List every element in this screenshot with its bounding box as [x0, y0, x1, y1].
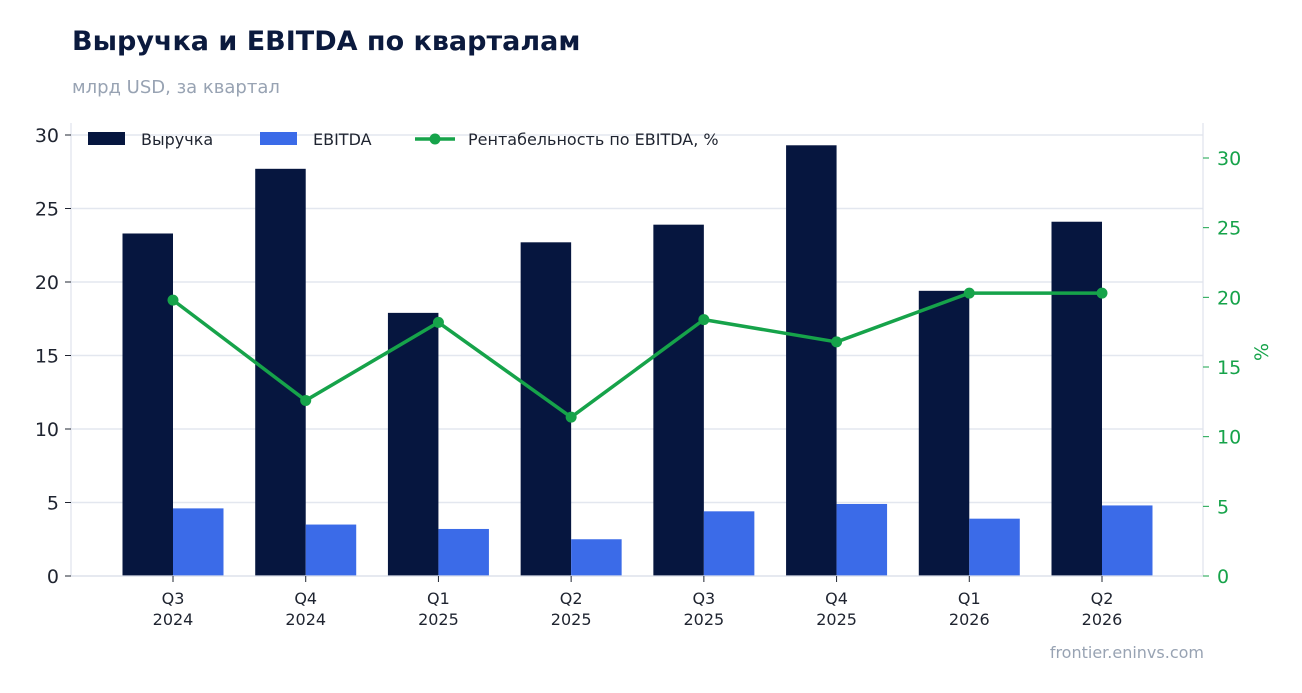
- revenue-bar: [918, 290, 970, 576]
- x-tick-label: Q3: [692, 589, 715, 608]
- chart-subtitle: млрд USD, за квартал: [72, 77, 280, 98]
- revenue-bar: [387, 312, 439, 576]
- left-tick-label: 5: [47, 493, 59, 515]
- margin-line-path: [171, 291, 1102, 419]
- legend: Выручка EBITDA Рентабельность по EBITDA, %: [88, 130, 719, 149]
- revenue-bar: [520, 242, 572, 576]
- right-tick-label: 15: [1217, 357, 1241, 379]
- x-tick-label: Q1: [427, 589, 450, 608]
- bars: [122, 145, 1153, 577]
- revenue-bar: [1051, 221, 1102, 577]
- right-tick-label: 30: [1217, 148, 1241, 170]
- x-tick-label: 2024: [153, 610, 194, 629]
- margin-point: [167, 294, 179, 306]
- margin-point: [698, 314, 710, 326]
- ebitda-bar: [969, 518, 1020, 576]
- ebitda-bar: [1102, 505, 1153, 576]
- revenue-bar: [255, 168, 306, 576]
- legend-label-revenue: Выручка: [141, 130, 213, 149]
- left-tick-label: 15: [35, 346, 59, 368]
- margin-point: [565, 411, 577, 423]
- source-text: frontier.eninvs.com: [1049, 643, 1204, 662]
- right-tick-label: 0: [1217, 566, 1229, 588]
- ebitda-bar: [438, 528, 489, 576]
- x-tick-label: Q3: [162, 589, 185, 608]
- x-tick-label: 2025: [551, 610, 592, 629]
- chart-title: Выручка и EBITDA по кварталам: [72, 26, 581, 57]
- left-tick-label: 30: [35, 125, 59, 147]
- legend-marker-margin: [429, 133, 441, 145]
- axes: 051015202530051015202530%Q32024Q42024Q12…: [35, 123, 1273, 629]
- x-tick-label: 2026: [1082, 610, 1123, 629]
- margin-point: [963, 287, 975, 299]
- x-tick-label: 2025: [816, 610, 857, 629]
- margin-point: [1096, 287, 1108, 299]
- left-tick-label: 20: [35, 272, 59, 294]
- revenue-bar: [786, 145, 837, 577]
- right-tick-label: 20: [1217, 287, 1241, 309]
- x-tick-label: Q1: [958, 589, 981, 608]
- ebitda-bar: [703, 511, 755, 576]
- x-tick-label: Q2: [1091, 589, 1114, 608]
- x-tick-label: 2025: [418, 610, 459, 629]
- legend-swatch-revenue: [88, 132, 125, 145]
- legend-label-ebitda: EBITDA: [313, 130, 372, 149]
- x-tick-label: Q2: [560, 589, 583, 608]
- left-tick-label: 25: [35, 199, 59, 221]
- x-tick-label: 2025: [683, 610, 724, 629]
- left-tick-label: 0: [47, 566, 59, 588]
- x-tick-label: 2024: [285, 610, 326, 629]
- x-tick-label: Q4: [825, 589, 848, 608]
- x-tick-label: Q4: [294, 589, 317, 608]
- margin-point: [300, 394, 312, 406]
- right-tick-label: 5: [1217, 496, 1229, 518]
- ebitda-bar: [173, 508, 224, 576]
- ebitda-bar: [836, 503, 888, 576]
- ebitda-bar: [305, 524, 357, 576]
- legend-label-margin: Рентабельность по EBITDA, %: [468, 130, 719, 149]
- revenue-bar: [653, 224, 704, 577]
- grid-lines: [71, 134, 1203, 577]
- margin-line: [167, 287, 1108, 423]
- right-tick-label: 10: [1217, 427, 1241, 449]
- right-tick-label: 25: [1217, 218, 1241, 240]
- right-axis-label: %: [1251, 343, 1273, 361]
- legend-swatch-ebitda: [260, 132, 297, 145]
- margin-point: [831, 336, 843, 348]
- margin-point: [432, 316, 444, 328]
- revenue-bar: [122, 233, 173, 577]
- x-tick-label: 2026: [949, 610, 990, 629]
- ebitda-bar: [571, 539, 622, 576]
- left-tick-label: 10: [35, 419, 59, 441]
